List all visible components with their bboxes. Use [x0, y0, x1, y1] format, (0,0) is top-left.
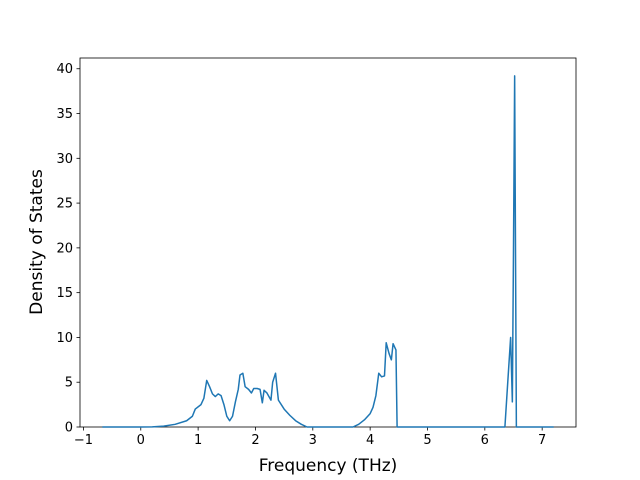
- x-axis-label: Frequency (THz): [259, 456, 398, 476]
- y-tick-label: 30: [56, 152, 73, 167]
- y-tick-label: 0: [65, 421, 73, 436]
- y-tick-label: 5: [65, 376, 73, 391]
- y-tick-label: 20: [56, 241, 73, 256]
- y-tick-label: 35: [56, 107, 73, 122]
- y-tick-label: 10: [56, 331, 73, 346]
- y-tick-label: 25: [56, 197, 73, 212]
- y-tick-label: 15: [56, 286, 73, 301]
- x-tick-label: 7: [538, 433, 546, 448]
- x-tick-label: 3: [309, 433, 317, 448]
- x-tick-label: 0: [137, 433, 145, 448]
- y-axis-label: Density of States: [27, 169, 47, 315]
- x-tick-label: 5: [423, 433, 431, 448]
- series-line: [102, 75, 554, 428]
- x-tick-label: 1: [194, 433, 202, 448]
- x-tick-label: 4: [366, 433, 374, 448]
- y-tick-label: 40: [56, 62, 73, 77]
- x-tick-label: 6: [481, 433, 489, 448]
- x-tick-label: 2: [251, 433, 259, 448]
- plot-frame: [79, 57, 577, 428]
- x-tick-label: −1: [74, 433, 93, 448]
